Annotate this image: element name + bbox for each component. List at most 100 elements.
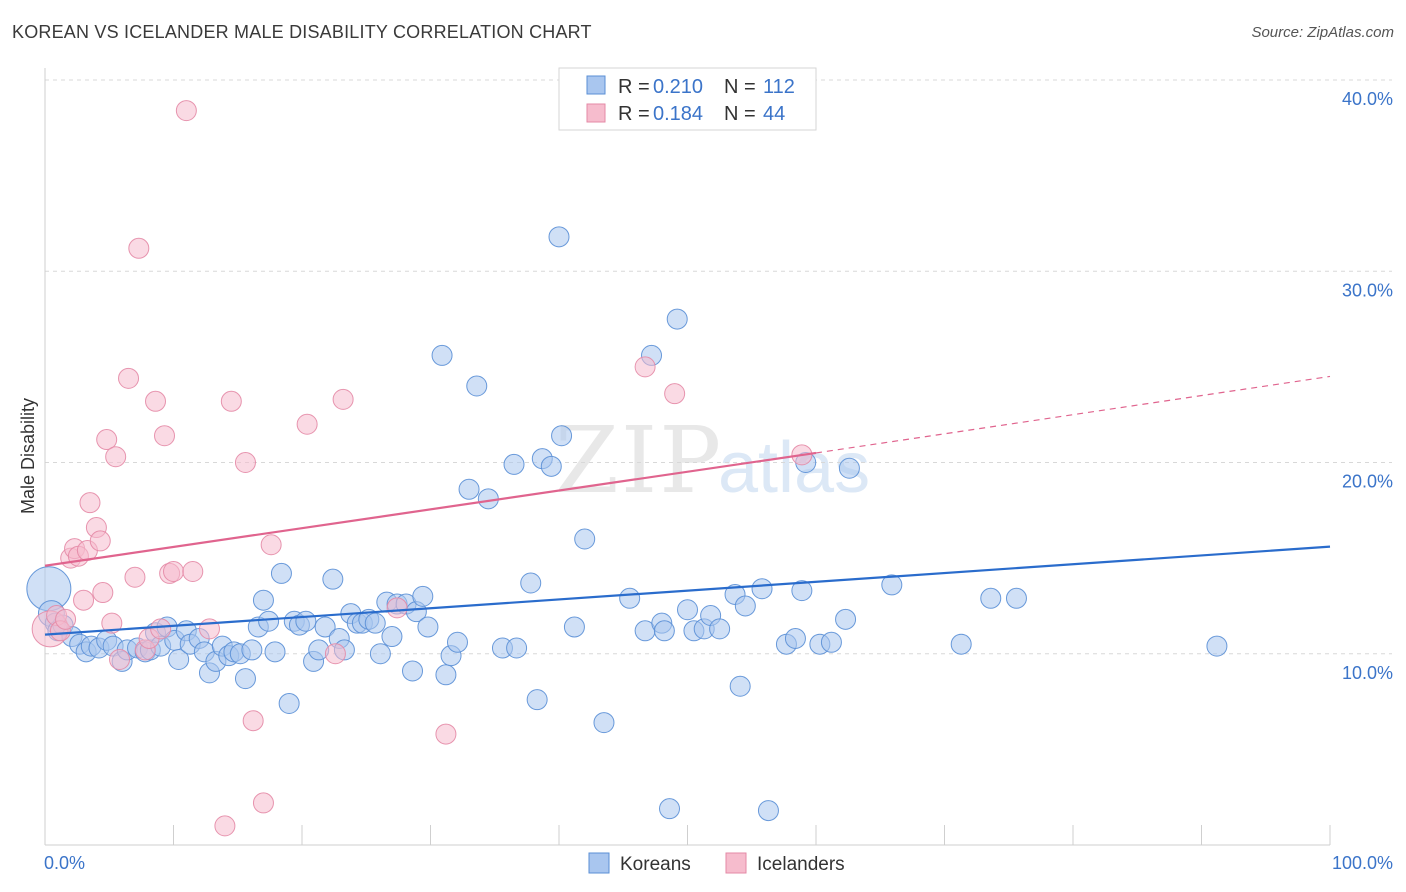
korean-point [381, 626, 403, 648]
korean-point [540, 455, 562, 477]
korean-point [574, 528, 596, 550]
korean-point [980, 587, 1002, 609]
icelander-point [386, 597, 408, 619]
icelander-point [96, 429, 118, 451]
icelander-trend-line [44, 451, 817, 567]
korean-point [417, 616, 439, 638]
legend-n-value-icelander: 44 [763, 103, 785, 125]
icelander-point [234, 452, 256, 473]
korean-point [950, 633, 972, 655]
icelander-point [79, 492, 101, 514]
y-tick-label: 20.0% [1342, 472, 1393, 492]
korean-point [1206, 635, 1228, 657]
icelander-point [154, 425, 176, 447]
korean-trend-line [44, 545, 1331, 636]
korean-point [757, 800, 779, 822]
source-credit: Source: ZipAtlas.com [1251, 24, 1394, 41]
y-tick-label: 40.0% [1342, 89, 1393, 109]
korean-point [551, 425, 573, 447]
korean-points [26, 226, 1228, 822]
x-ticks [173, 825, 1331, 845]
korean-point [435, 664, 457, 686]
korean-point [295, 610, 317, 632]
icelander-point [101, 612, 123, 634]
korean-point [820, 631, 842, 653]
korean-point [402, 660, 424, 682]
korean-point [526, 689, 548, 711]
bottom-legend-korean: Koreans [620, 854, 691, 875]
y-axis-label: Male Disability [18, 398, 38, 514]
stats-legend: R = 0.210 N = 112 R = 0.184 N = 44 [558, 67, 817, 131]
korean-point [241, 639, 263, 661]
korean-point [458, 478, 480, 500]
legend-n-label-icelander: N = [724, 103, 756, 125]
korean-point [709, 618, 731, 640]
korean-point [412, 585, 434, 607]
icelander-point [124, 566, 146, 588]
icelander-point [73, 589, 95, 611]
korean-point [1005, 587, 1027, 609]
icelander-trend-extension [815, 375, 1331, 454]
korean-point [734, 595, 756, 617]
korean-point [677, 599, 698, 621]
icelander-point [92, 582, 114, 604]
korean-point [563, 616, 585, 638]
bottom-swatch-icelander [725, 852, 747, 874]
watermark-zip: ZIP [555, 407, 723, 514]
korean-point [322, 568, 344, 590]
y-tick-label: 30.0% [1342, 280, 1393, 300]
korean-point [364, 612, 386, 634]
x-tick-label-min: 0.0% [44, 853, 85, 873]
korean-point [278, 692, 300, 714]
legend-r-value-icelander: 0.184 [653, 103, 703, 125]
legend-n-value-korean: 112 [763, 76, 795, 98]
korean-point [666, 308, 688, 330]
icelander-point [324, 643, 346, 665]
icelander-point [128, 237, 150, 259]
korean-point [168, 648, 190, 670]
korean-point [258, 610, 280, 632]
korean-point [593, 712, 615, 734]
icelander-point [252, 792, 274, 814]
icelander-point [109, 648, 131, 670]
korean-point [314, 616, 336, 638]
icelander-point [435, 723, 457, 745]
korean-point [881, 574, 903, 596]
korean-point [659, 798, 681, 820]
icelander-point [332, 388, 354, 410]
legend-r-label-icelander: R = [618, 103, 650, 125]
korean-point [791, 580, 813, 602]
legend-n-label-korean: N = [724, 76, 756, 98]
icelander-point [242, 710, 264, 732]
trend-lines [44, 375, 1331, 636]
legend-swatch-korean [586, 75, 606, 95]
icelander-point [182, 561, 204, 583]
icelander-point [634, 356, 656, 378]
icelander-point [260, 534, 282, 556]
icelander-point [214, 815, 236, 837]
korean-point [520, 572, 542, 594]
korean-point [466, 375, 488, 397]
icelander-point [175, 100, 197, 122]
korean-point [234, 668, 256, 690]
korean-point [264, 641, 286, 663]
icelander-point [664, 383, 686, 405]
icelander-point [89, 530, 111, 552]
icelander-point [150, 618, 172, 640]
x-tick-label-max: 100.0% [1332, 853, 1393, 873]
icelander-point [145, 390, 167, 412]
icelander-point [163, 561, 184, 583]
gridlines [45, 79, 1392, 655]
korean-point [619, 587, 641, 609]
korean-point [548, 226, 570, 248]
icelander-point [296, 413, 318, 435]
korean-point [446, 631, 468, 653]
korean-point [729, 675, 751, 697]
korean-point [835, 608, 857, 630]
legend-swatch-icelander [586, 103, 606, 123]
korean-point [838, 457, 860, 479]
bottom-swatch-korean [588, 852, 610, 874]
korean-point [270, 562, 292, 584]
korean-point [506, 637, 528, 659]
